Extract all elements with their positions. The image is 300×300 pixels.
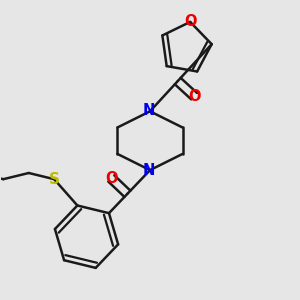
Text: O: O	[184, 14, 197, 29]
Text: N: N	[142, 163, 154, 178]
Text: O: O	[105, 171, 118, 186]
Text: S: S	[49, 172, 60, 187]
Text: O: O	[188, 89, 200, 104]
Text: N: N	[142, 103, 154, 118]
